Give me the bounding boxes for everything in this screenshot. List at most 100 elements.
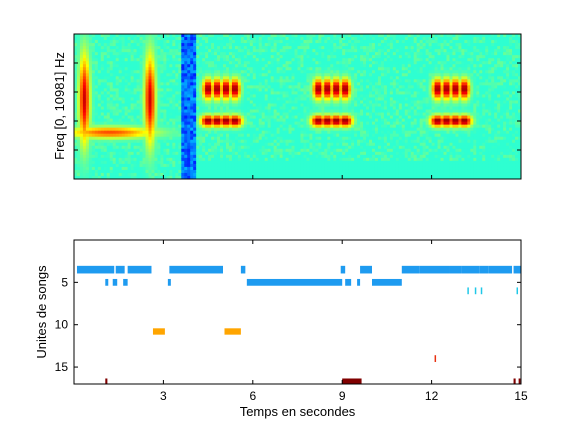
spectrogram-cell (339, 133, 343, 138)
spectrogram-cell (202, 94, 206, 99)
spectrogram-cell (380, 166, 385, 171)
spectrogram-cell (243, 115, 248, 120)
spectrogram-cell (336, 124, 340, 129)
spectrogram-cell (285, 112, 290, 117)
spectrogram-cell (294, 34, 299, 38)
spectrogram-cell (279, 163, 284, 168)
spectrogram-cell (208, 121, 212, 126)
spectrogram-cell (377, 82, 382, 86)
spectrogram-cell (151, 37, 156, 41)
spectrogram-cell (184, 124, 188, 129)
spectrogram-cell (94, 85, 99, 89)
spectrogram-cell (79, 34, 84, 38)
spectrogram-cell (345, 49, 349, 53)
spectrogram-cell (79, 46, 84, 50)
spectrogram-cell (148, 124, 153, 129)
spectrogram-cell (255, 139, 260, 144)
spectrogram-cell (252, 169, 257, 174)
spectrogram-cell (351, 58, 355, 62)
spectrogram-cell (357, 94, 361, 99)
spectrogram-cell (142, 151, 147, 156)
spectrogram-cell (109, 106, 114, 111)
spectrogram-cell (121, 67, 126, 71)
spectrogram-cell (163, 82, 167, 86)
spectrogram-cell (136, 109, 141, 114)
spectrogram-cell (175, 91, 179, 96)
spectrogram-cell (264, 157, 269, 162)
spectrogram-cell (115, 115, 120, 120)
spectrogram-cell (100, 130, 105, 135)
spectrogram-cell (115, 76, 120, 80)
spectrogram-cell (315, 139, 319, 144)
spectrogram-cell (121, 40, 126, 44)
spectrogram-cell (130, 136, 135, 141)
spectrogram-cell (94, 40, 99, 44)
spectrogram-cell (377, 124, 382, 129)
spectrogram-cell (315, 43, 319, 47)
spectrogram-cell (300, 61, 305, 65)
spectrogram-cell (133, 79, 138, 83)
spectrogram-cell (377, 76, 382, 80)
spectrogram-cell (366, 115, 370, 120)
spectrogram-cell (193, 37, 197, 41)
spectrogram-cell (357, 76, 361, 80)
spectrogram-cell (205, 67, 209, 71)
spectrogram-cell (121, 136, 126, 141)
spectrogram-cell (380, 76, 385, 80)
spectrogram-cell (354, 52, 358, 56)
spectrogram-cell (306, 115, 311, 120)
spectrogram-cell (300, 73, 305, 77)
spectrogram-cell (279, 103, 284, 108)
spectrogram-cell (258, 88, 263, 92)
spectrogram-cell (237, 124, 242, 129)
spectrogram-cell (121, 52, 126, 56)
spectrogram-cell (342, 166, 346, 171)
spectrogram-cell (252, 157, 257, 162)
spectrogram-cell (380, 121, 385, 126)
spectrogram-cell (217, 43, 221, 47)
spectrogram-cell (127, 142, 132, 147)
spectrogram-cell (345, 91, 349, 96)
spectrogram-cell (333, 43, 337, 47)
spectrogram-cell (282, 37, 287, 41)
spectrogram-cell (228, 61, 233, 65)
spectrogram-cell (291, 88, 296, 92)
spectrogram-cell (309, 130, 313, 135)
spectrogram-cell (279, 112, 284, 117)
spectrogram-cell (327, 85, 331, 89)
spectrogram-cell (237, 82, 242, 86)
spectrogram-cell (255, 133, 260, 138)
spectrogram-cell (273, 145, 278, 150)
spectrogram-cell (103, 121, 108, 126)
spectrogram-cell (79, 37, 84, 41)
spectrogram-cell (124, 106, 129, 111)
spectrogram-cell (121, 73, 126, 77)
spectrogram-cell (199, 133, 203, 138)
spectrogram-cell (79, 91, 84, 96)
spectrogram-cell (279, 79, 284, 83)
spectrogram-cell (291, 49, 296, 53)
spectrogram-cell (285, 46, 290, 50)
spectrogram-cell (380, 163, 385, 168)
spectrogram-cell (136, 88, 141, 92)
spectrogram-cell (148, 112, 153, 117)
spectrogram-cell (172, 127, 176, 132)
spectrogram-cell (318, 109, 322, 114)
spectrogram-cell (282, 154, 287, 159)
spectrogram-cell (157, 103, 162, 108)
spectrogram-cell (160, 172, 164, 177)
spectrogram-cell (276, 76, 281, 80)
spectrogram-cell (163, 76, 167, 80)
spectrogram-cell (148, 49, 153, 53)
spectrogram-cell (208, 166, 212, 171)
spectrogram-cell (369, 76, 373, 80)
spectrogram-cell (309, 124, 313, 129)
spectrogram-cell (121, 46, 126, 50)
spectrogram-cell (127, 34, 132, 38)
spectrogram-cell (315, 88, 319, 92)
spectrogram-cell (223, 169, 227, 174)
spectrogram-cell (220, 142, 224, 147)
spectrogram-cell (243, 106, 248, 111)
spectrogram-cell (282, 133, 287, 138)
spectrogram-cell (300, 64, 305, 68)
